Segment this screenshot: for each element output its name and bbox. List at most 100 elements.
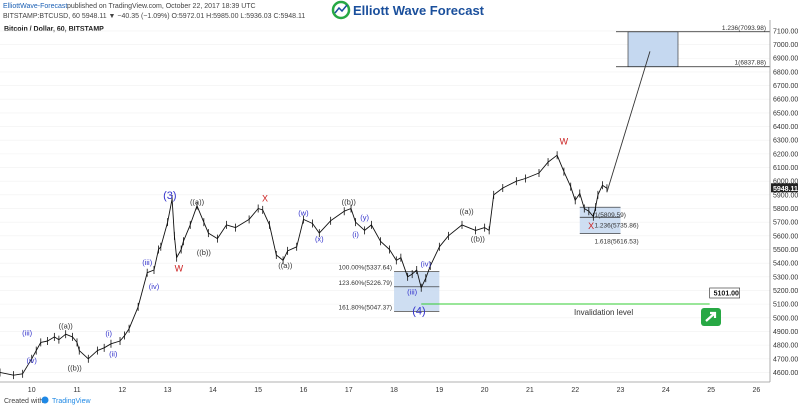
x-tick-label: 16 [300, 387, 308, 394]
wave-label: ((b)) [197, 248, 212, 257]
wave-label: ((b)) [342, 197, 357, 206]
wave-label: (4) [412, 305, 425, 317]
invalidation-value: 5101.00 [714, 290, 739, 297]
x-tick-label: 10 [28, 387, 36, 394]
fib-level-label: 123.60%(5226.79) [339, 280, 393, 287]
time-axis[interactable]: 10 11 12 13 14 15 16 17 18 19 20 21 22 23 24 25 26 [28, 387, 761, 394]
y-tick-label: 6600.00 [773, 97, 798, 104]
last-price-bg [771, 183, 798, 193]
y-tick-label: 5700.00 [773, 220, 798, 227]
logo: Elliott Wave Forecast [331, 0, 485, 20]
y-tick-label: 5100.00 [773, 302, 798, 309]
y-tick-label: 5400.00 [773, 261, 798, 268]
y-tick-label: 6800.00 [773, 69, 798, 76]
y-tick-label: 6300.00 [773, 138, 798, 145]
wave-label: ((b)) [471, 234, 486, 243]
y-tick-label: 6500.00 [773, 110, 798, 117]
publisher-name[interactable]: ElliottWave-Forecast [3, 3, 67, 10]
fib-level-label: 1.236(5735.86) [595, 222, 639, 229]
target-zone-box [627, 31, 679, 68]
fib-level-label: 1(6837.88) [735, 60, 766, 67]
y-tick-label: 6200.00 [773, 151, 798, 158]
wave-label: X [262, 194, 268, 204]
invalidation-value-box [709, 287, 740, 299]
y-tick-label: 7000.00 [773, 42, 798, 49]
y-tick-label: 4600.00 [773, 370, 798, 377]
wave-label: ((b)) [68, 363, 83, 372]
x-tick-label: 11 [73, 387, 80, 394]
y-tick-label: 6000.00 [773, 179, 798, 186]
y-tick-label: 5200.00 [773, 288, 798, 295]
fib-zones: 100.00%(5337.64) 123.60%(5226.79) 161.80%(… [339, 25, 770, 312]
x-tick-label: 25 [707, 387, 715, 394]
y-tick-label: 5500.00 [773, 247, 798, 254]
y-tick-label: 6100.00 [773, 165, 798, 172]
x-tick-label: 23 [617, 387, 625, 394]
wave-label: ((a)) [278, 261, 293, 270]
invalidation-group: Invalidation level 5101.00 [421, 287, 740, 317]
wave-label: (y) [360, 213, 369, 222]
projection-path [606, 51, 651, 193]
tradingview-logo-icon [41, 396, 49, 404]
wave-label: (iii) [407, 288, 417, 297]
price-series [0, 51, 651, 380]
wave-label: (iv) [421, 260, 432, 269]
chart-title: Bitcoin / Dollar, 60, BITSTAMP [4, 26, 104, 33]
fib-level-label: 1.618(5616.53) [595, 239, 639, 246]
up-right-arrow-icon [705, 311, 717, 322]
logo-globe-icon [331, 0, 351, 20]
x-tick-label: 13 [164, 387, 172, 394]
wave-label: (i) [105, 329, 112, 338]
wave-label: W [175, 263, 184, 273]
wave-label: (i) [352, 230, 359, 239]
fib-level-label: 1(5809.59) [595, 212, 626, 219]
wave-label: (iii) [22, 329, 32, 338]
y-gridlines [0, 30, 770, 373]
y-tick-label: 5000.00 [773, 315, 798, 322]
x-tick-label: 22 [571, 387, 579, 394]
x-tick-label: 21 [526, 387, 534, 394]
x-tick-label: 20 [481, 387, 489, 394]
y-tick-label: 7100.00 [773, 28, 798, 35]
logo-text: Elliott Wave Forecast [353, 3, 485, 18]
fib-level-label: 161.80%(5047.37) [339, 304, 393, 311]
y-tick-label: 6900.00 [773, 56, 798, 63]
y-tick-label: 4900.00 [773, 329, 798, 336]
x-tick-label: 18 [390, 387, 398, 394]
fib-zone-box [579, 207, 621, 234]
x-tick-label: 15 [254, 387, 262, 394]
bullish-arrow-badge[interactable] [701, 308, 721, 326]
fib-level-label: 100.00%(5337.64) [339, 265, 393, 272]
y-tick-label: 5300.00 [773, 274, 798, 281]
wave-label: (iii) [142, 258, 152, 267]
x-tick-label: 24 [662, 387, 670, 394]
invalidation-label: Invalidation level [574, 308, 633, 317]
created-with-text: Created with [4, 398, 43, 405]
y-tick-label: 5900.00 [773, 192, 798, 199]
wave-label: (iv) [26, 356, 37, 365]
symbol-line: BITSTAMP:BTCUSD, 60 5948.11 ▼ −40.35 (−1… [3, 13, 305, 20]
wave-labels: (iii) (iv) ((a)) ((b)) (i) (ii) (iii) (iv) (3) W (… [22, 136, 594, 372]
logo-wave-icon [334, 4, 348, 14]
y-tick-label: 6700.00 [773, 83, 798, 90]
y-tick-label: 5800.00 [773, 206, 798, 213]
y-tick-label: 4800.00 [773, 343, 798, 350]
price-axis[interactable]: 4600.00 4700.00 4800.00 4900.00 5000.00 5100.… [773, 28, 798, 377]
published-info: published on TradingView.com, October 22… [67, 3, 256, 10]
wave-label: ((a)) [459, 207, 474, 216]
last-price-tag: 5948.11 [771, 183, 798, 193]
wave-label: ((a)) [59, 322, 74, 331]
fib-level-label: 1.236(7093.98) [722, 25, 766, 32]
y-tick-label: 4700.00 [773, 356, 798, 363]
y-tick-label: 6400.00 [773, 124, 798, 131]
tradingview-link[interactable]: TradingView [52, 398, 91, 405]
last-price-label: 5948.11 [773, 186, 798, 193]
wave-label: W [560, 136, 569, 146]
wave-label: (iv) [149, 282, 160, 291]
fib-zone-box [394, 271, 440, 312]
wave-label: ((a)) [190, 197, 205, 206]
x-tick-label: 17 [345, 387, 353, 394]
x-tick-label: 14 [209, 387, 217, 394]
